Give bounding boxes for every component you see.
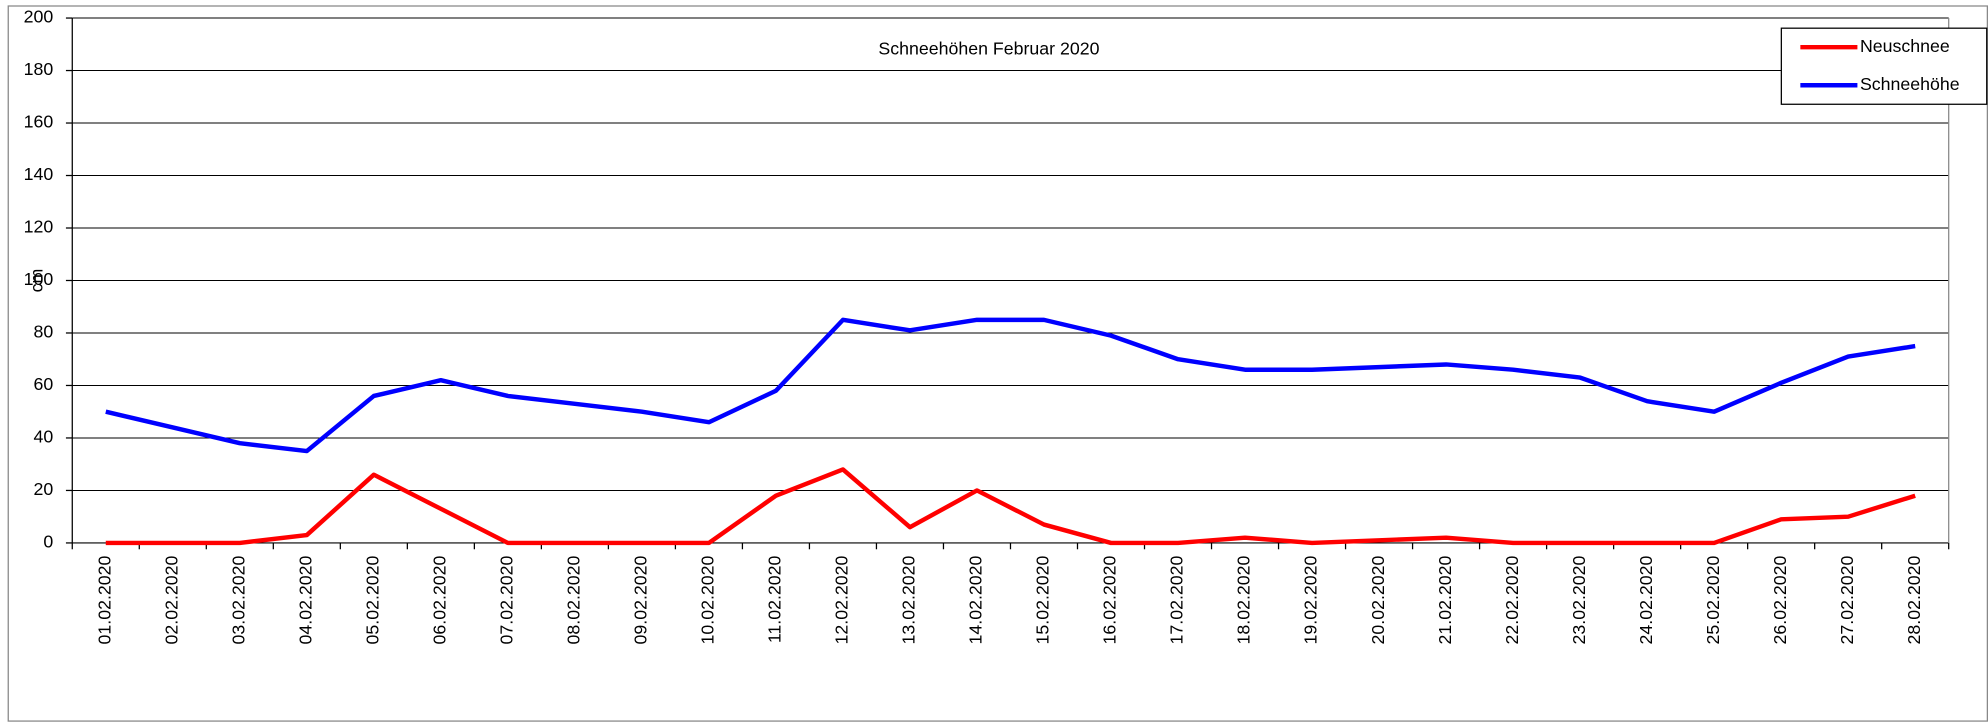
x-tick-label: 16.02.2020 [1100,555,1120,644]
y-tick-label: 200 [24,7,54,27]
x-tick-label: 28.02.2020 [1904,555,1924,644]
x-tick-label: 20.02.2020 [1368,555,1388,644]
x-tick-label: 23.02.2020 [1569,555,1589,644]
legend-label: Neuschnee [1860,36,1950,56]
legend-label: Schneehöhe [1860,74,1960,94]
y-tick-label: 0 [43,532,53,552]
y-axis-label: cm [27,269,47,293]
y-tick-label: 120 [24,217,54,237]
x-tick-label: 08.02.2020 [564,555,584,644]
y-tick-label: 160 [24,112,54,132]
x-tick-label: 12.02.2020 [832,555,852,644]
y-tick-label: 40 [34,427,54,447]
x-tick-label: 10.02.2020 [698,555,718,644]
x-tick-label: 13.02.2020 [899,555,919,644]
x-tick-label: 05.02.2020 [363,555,383,644]
y-tick-label: 180 [24,59,54,79]
x-tick-label: 25.02.2020 [1703,555,1723,644]
x-tick-label: 14.02.2020 [966,555,986,644]
chart-frame [7,5,1988,722]
x-tick-label: 18.02.2020 [1234,555,1254,644]
x-tick-label: 26.02.2020 [1770,555,1790,644]
x-tick-label: 22.02.2020 [1502,555,1522,644]
x-tick-label: 07.02.2020 [497,555,517,644]
x-tick-label: 03.02.2020 [228,555,248,644]
x-tick-label: 02.02.2020 [161,555,181,644]
y-tick-label: 100 [24,269,54,289]
x-tick-label: 27.02.2020 [1837,555,1857,644]
x-tick-label: 06.02.2020 [430,555,450,644]
x-tick-label: 04.02.2020 [296,555,316,644]
y-tick-label: 60 [34,374,54,394]
y-tick-label: 140 [24,164,54,184]
series-line [105,467,1916,546]
y-tick-label: 80 [34,322,54,342]
x-tick-label: 09.02.2020 [631,555,651,644]
x-tick-label: 21.02.2020 [1435,555,1455,644]
x-tick-label: 17.02.2020 [1167,555,1187,644]
x-tick-label: 11.02.2020 [765,555,785,643]
x-tick-label: 24.02.2020 [1636,555,1656,644]
x-tick-label: 19.02.2020 [1301,555,1321,644]
legend-box [1780,27,1988,105]
x-tick-label: 01.02.2020 [94,555,114,644]
series-line [105,317,1916,454]
y-tick-label: 20 [34,479,54,499]
chart-title: Schneehöhen Februar 2020 [878,38,1099,58]
x-tick-label: 15.02.2020 [1033,555,1053,644]
